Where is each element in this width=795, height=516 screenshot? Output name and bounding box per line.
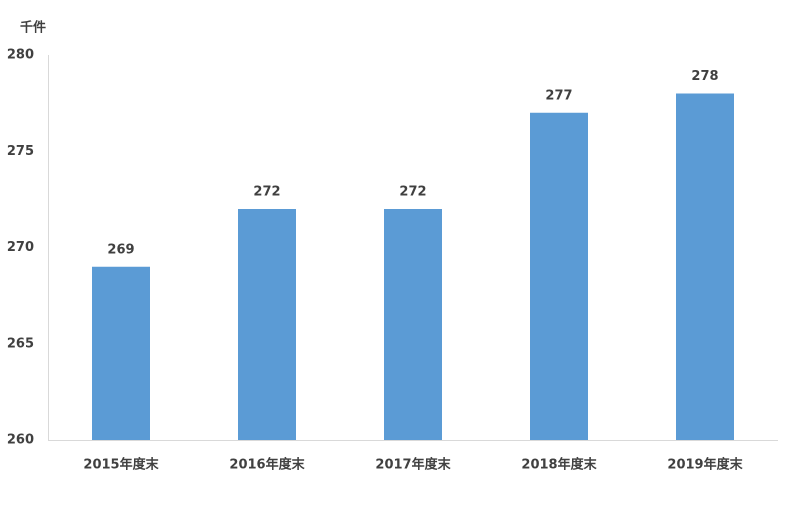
data-label: 278 xyxy=(691,69,718,84)
y-axis-unit: 千件 xyxy=(20,20,46,36)
data-label: 272 xyxy=(253,185,280,200)
x-tick-label: 2015年度末 xyxy=(83,457,159,473)
data-label: 272 xyxy=(399,185,426,200)
x-tick-label: 2018年度末 xyxy=(521,457,597,473)
bar xyxy=(676,93,734,440)
x-tick-label: 2017年度末 xyxy=(375,457,451,473)
y-tick-label: 280 xyxy=(7,48,34,63)
x-tick-label: 2016年度末 xyxy=(229,457,305,473)
bar xyxy=(92,266,150,440)
bar xyxy=(384,209,442,440)
bar xyxy=(530,112,588,440)
y-tick-label: 270 xyxy=(7,240,34,255)
y-tick-label: 260 xyxy=(7,433,34,448)
data-label: 277 xyxy=(545,88,572,103)
bar xyxy=(238,209,296,440)
data-label: 269 xyxy=(107,242,134,257)
y-tick-label: 265 xyxy=(7,336,34,351)
x-tick-label: 2019年度末 xyxy=(667,457,743,473)
y-tick-label: 275 xyxy=(7,144,34,159)
